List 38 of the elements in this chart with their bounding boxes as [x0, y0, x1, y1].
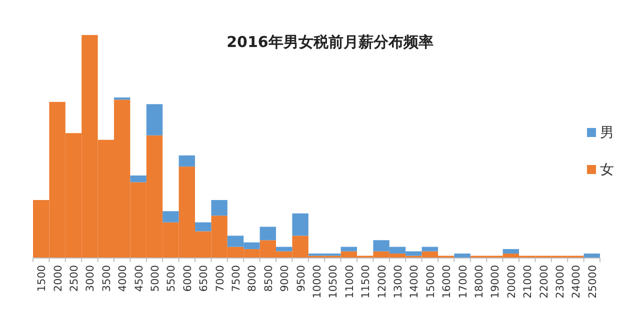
x-tick-label: 8000	[246, 265, 259, 292]
chart-title: 2016年男女税前月薪分布频率	[226, 33, 434, 51]
x-tick-label: 18000	[474, 265, 486, 298]
x-tick-label: 14000	[408, 265, 421, 298]
x-tick-label: 24000	[570, 265, 583, 298]
x-tick-label: 3000	[84, 265, 97, 292]
x-tick-label: 13000	[392, 265, 404, 298]
x-tick-label: 2500	[68, 265, 80, 292]
x-tick-label: 15000	[424, 265, 437, 298]
x-tick-label: 9000	[279, 265, 292, 292]
x-tick-label: 5500	[166, 265, 178, 292]
x-tick-label: 11000	[344, 265, 356, 298]
legend-label: 女	[600, 162, 614, 178]
x-tick-label: 10000	[312, 265, 324, 298]
x-tick-label: 12000	[376, 265, 388, 298]
x-tick-label: 1500	[36, 265, 48, 292]
x-tick-label: 20000	[506, 265, 518, 298]
x-tick-label: 19000	[490, 265, 502, 298]
x-tick-label: 11500	[360, 265, 372, 298]
x-tick-label: 7000	[214, 265, 226, 292]
x-tick-label: 16000	[441, 265, 454, 298]
x-tick-label: 4500	[133, 265, 146, 292]
x-tick-label: 6000	[182, 265, 194, 292]
x-tick-label: 23000	[554, 265, 566, 298]
x-tick-label: 7500	[230, 265, 242, 292]
x-tick-label: 22000	[538, 265, 550, 298]
x-tick-label: 5000	[150, 265, 162, 292]
x-tick-label: 8500	[262, 265, 275, 292]
x-tick-label: 21000	[522, 265, 534, 298]
x-tick-label: 3500	[100, 265, 113, 292]
x-tick-label: 9500	[295, 265, 308, 292]
x-tick-label: 4000	[117, 265, 130, 292]
x-tick-label: 25000	[586, 265, 599, 298]
x-tick-label: 17000	[457, 265, 470, 298]
x-tick-label: 2000	[52, 265, 64, 292]
legend-label: 男	[600, 125, 614, 141]
x-tick-label: 10500	[328, 265, 340, 298]
x-tick-label: 6500	[198, 265, 210, 292]
